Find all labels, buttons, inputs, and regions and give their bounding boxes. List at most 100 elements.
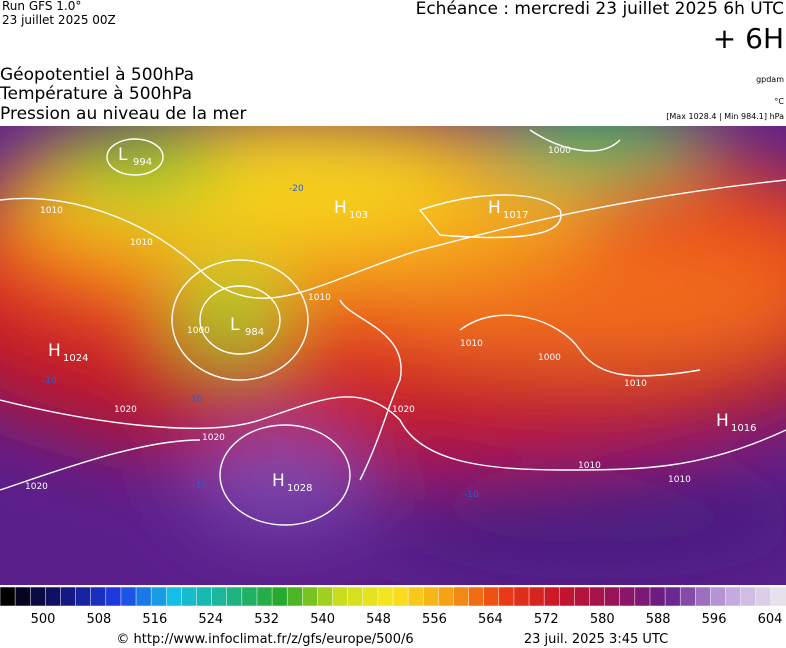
temperature-label: -10 <box>192 481 207 491</box>
isobar-label: 1010 <box>668 475 691 485</box>
map <box>0 126 786 585</box>
colorbar-swatch <box>574 586 591 607</box>
colorbar-swatch <box>422 586 440 607</box>
colorbar-swatch <box>468 586 485 607</box>
colorbar-swatch <box>120 586 137 607</box>
colorbar-label: 524 <box>198 612 223 627</box>
colorbar-swatch <box>498 586 515 607</box>
isobar-label: 1010 <box>578 461 601 471</box>
field: Géopotentiel à 500hPa <box>0 65 194 85</box>
center-value: 1028 <box>287 483 312 494</box>
source: © http://www.infoclimat.fr/z/gfs/europe/… <box>116 632 413 647</box>
colorbar-swatch <box>664 586 681 607</box>
colorbar-swatch <box>29 586 47 607</box>
colorbar-swatch <box>226 586 243 607</box>
colorbar-swatch <box>0 586 16 607</box>
colorbar-swatch <box>150 586 168 607</box>
isobar-label: 1020 <box>202 433 225 443</box>
colorbar-swatch <box>196 586 213 607</box>
colorbar-swatch <box>286 586 304 607</box>
colorbar-swatch <box>362 586 379 607</box>
colorbar-label: 604 <box>758 612 783 627</box>
colorbar-swatch <box>619 586 636 607</box>
isobar-label: 1020 <box>114 405 137 415</box>
colorbar-swatch <box>256 586 273 607</box>
colorbar-label: 572 <box>534 612 559 627</box>
colorbar-swatch <box>241 586 258 607</box>
colorbar-swatch <box>725 586 742 607</box>
colorbar-swatch <box>45 586 62 607</box>
colorbar-swatch <box>317 586 334 607</box>
colorbar-label: 508 <box>87 612 112 627</box>
isobar-label: 1010 <box>460 339 483 349</box>
center-letter: H <box>48 341 61 361</box>
colorbar-swatch <box>302 586 319 607</box>
colorbar-swatch <box>528 586 545 607</box>
colorbar-label: 540 <box>310 612 335 627</box>
center-letter: H <box>716 411 729 431</box>
valid-time: Echéance : mercredi 23 juillet 2025 6h U… <box>416 0 784 19</box>
colorbar-label: 532 <box>254 612 279 627</box>
colorbar-label: 596 <box>702 612 727 627</box>
isobar-label: 1010 <box>40 206 63 216</box>
colorbar-swatch <box>105 586 122 607</box>
colorbar-swatch <box>695 586 712 607</box>
colorbar-swatch <box>347 586 364 607</box>
colorbar-label: 580 <box>590 612 615 627</box>
center-letter: L <box>118 145 128 165</box>
colorbar-swatch <box>271 586 288 607</box>
colorbar-swatch <box>438 586 455 607</box>
run-date: 23 juillet 2025 00Z <box>2 13 116 27</box>
colorbar-label: 516 <box>142 612 167 627</box>
center-letter: L <box>230 315 240 335</box>
colorbar-swatch <box>181 586 198 607</box>
center-letter: H <box>488 198 501 218</box>
colorbar-swatch <box>513 586 530 607</box>
colorbar-swatch <box>211 586 228 607</box>
center-value: 103 <box>349 210 368 221</box>
colorbar-swatch <box>332 586 349 607</box>
field: Température à 500hPa <box>0 84 192 104</box>
colorbar-swatch <box>559 586 576 607</box>
colorbar-label: 564 <box>478 612 503 627</box>
center-value: 994 <box>133 157 152 168</box>
colorbar-swatch <box>483 586 500 607</box>
colorbar-swatch <box>770 586 786 607</box>
center-value: 1024 <box>63 353 88 364</box>
isobar-label: 1010 <box>308 293 331 303</box>
lead-time: + 6H <box>713 22 784 55</box>
colorbar-swatch <box>135 586 152 607</box>
unit: gpdam <box>756 75 784 84</box>
isobar-label: 1010 <box>130 238 153 248</box>
colorbar-swatch <box>453 586 470 607</box>
isobar-label: 1020 <box>25 482 48 492</box>
colorbar: 500 508 516 524 532 540 548 556 564 572 580 588 596 6… <box>0 586 786 627</box>
colorbar-swatch <box>166 586 183 607</box>
isobar-label: 1000 <box>187 326 210 336</box>
colorbar-swatch <box>604 586 621 607</box>
isobar-label: 1010 <box>624 379 647 389</box>
center-value: 1016 <box>731 423 756 434</box>
isobar-label: 1020 <box>392 405 415 415</box>
colorbar-swatch <box>679 586 697 607</box>
unit: [Max 1028.4 | Min 984.1] hPa <box>666 112 784 121</box>
field: Pression au niveau de la mer <box>0 104 246 124</box>
temperature-label: -10 <box>42 376 57 386</box>
colorbar-swatch <box>755 586 772 607</box>
center-value: 984 <box>245 327 264 338</box>
colorbar-swatch <box>407 586 424 607</box>
colorbar-swatch <box>634 586 651 607</box>
temperature-label: -20 <box>289 184 304 194</box>
colorbar-swatch <box>543 586 561 607</box>
colorbar-swatch <box>90 586 107 607</box>
temperature-label: -10 <box>188 395 203 405</box>
isobar-label: 1000 <box>538 353 561 363</box>
colorbar-swatch <box>392 586 409 607</box>
isobar-label: 1000 <box>548 146 571 156</box>
center-value: 1017 <box>503 210 528 221</box>
colorbar-swatch <box>740 586 757 607</box>
colorbar-swatch <box>589 586 606 607</box>
unit: °C <box>774 97 784 106</box>
